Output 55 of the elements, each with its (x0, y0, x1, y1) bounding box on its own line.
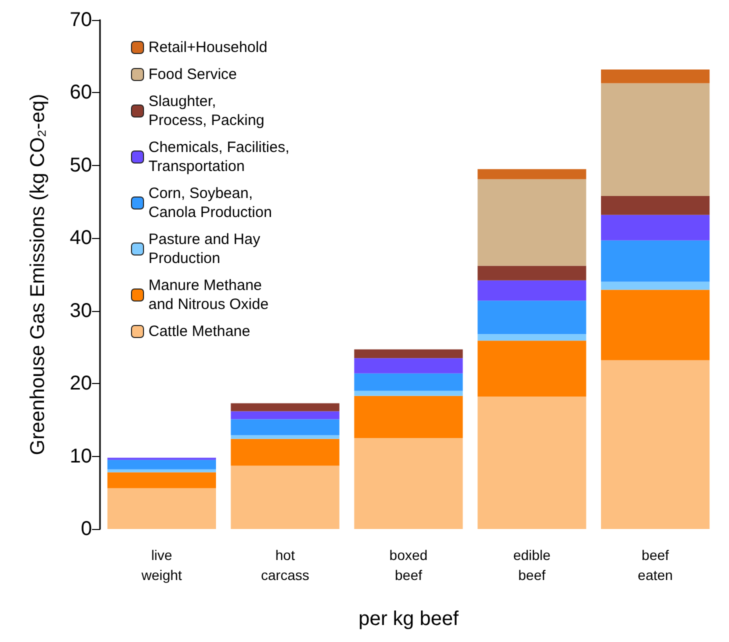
bar (601, 360, 710, 529)
y-tick-label: 50 (70, 154, 92, 176)
bar (601, 290, 710, 360)
y-tick-label: 70 (70, 9, 92, 31)
x-tick-label: edible beef (513, 547, 551, 583)
bar (478, 396, 586, 529)
x-tick-label: boxed beef (389, 547, 428, 583)
legend-label: Slaughter, Process, Packing (148, 93, 264, 129)
bar (601, 282, 710, 290)
x-axis-title: per kg beef (358, 608, 459, 630)
bar (354, 358, 463, 374)
bar (354, 390, 463, 396)
bar (107, 460, 216, 470)
x-tick-label: beef eaten (638, 547, 673, 583)
bar (230, 419, 340, 436)
bar (478, 280, 586, 301)
bar (601, 240, 710, 282)
bar (354, 396, 463, 438)
bar (230, 438, 340, 466)
bar (478, 266, 586, 280)
y-tick-label: 0 (80, 518, 92, 540)
y-axis-title: Greenhouse Gas Emissions (kg CO₂-eq) (27, 94, 49, 456)
legend-label: Cattle Methane (148, 323, 250, 340)
bar (107, 488, 216, 529)
legend-label: Retail+Household (148, 39, 268, 56)
bar (478, 300, 586, 334)
bar (230, 411, 340, 420)
bar (601, 83, 710, 196)
bar (107, 472, 216, 488)
bar (230, 466, 340, 529)
x-tick-label: live weight (140, 547, 182, 583)
y-tick-label: 30 (70, 300, 92, 322)
legend-label: Pasture and Hay Production (148, 231, 261, 267)
legend-label: Manure Methane and Nitrous Oxide (148, 277, 269, 313)
legend-label: Chemicals, Facilities, Transportation (148, 139, 290, 175)
bar (230, 403, 340, 412)
x-tick-label: hot carcass (260, 547, 310, 583)
bar (478, 179, 586, 266)
y-tick-label: 60 (70, 82, 92, 104)
bar (601, 196, 710, 215)
bar (478, 334, 586, 341)
bar (601, 69, 710, 84)
bar (230, 435, 340, 439)
y-tick-label: 10 (70, 445, 92, 468)
y-tick-label: 20 (70, 372, 92, 395)
bar (601, 214, 710, 240)
bar (354, 373, 463, 391)
legend-label: Corn, Soybean, Canola Production (148, 185, 272, 221)
bar (478, 169, 586, 180)
bar (478, 340, 586, 397)
y-tick-label: 40 (70, 227, 92, 250)
bar (107, 469, 216, 472)
legend-label: Food Service (148, 66, 237, 83)
bar (354, 438, 463, 529)
bar (354, 349, 463, 358)
